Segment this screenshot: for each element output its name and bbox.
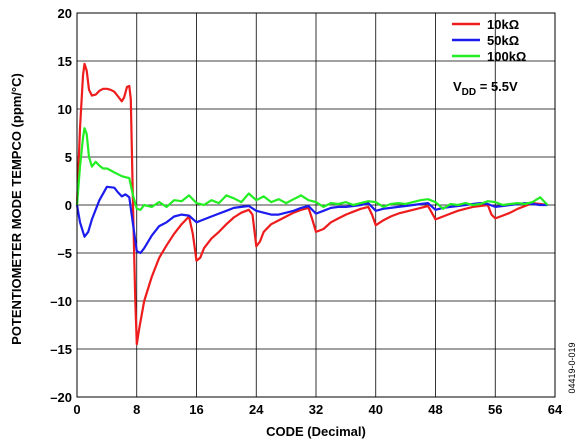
x-tick-label: 32 [309, 402, 323, 417]
x-tick-label: 64 [548, 402, 563, 417]
y-axis-label: POTENTIOMETER MODE TEMPCO (ppm/°C) [9, 73, 24, 345]
series-line-100kΩ [75, 127, 549, 211]
y-tick-label: –20 [50, 390, 72, 405]
x-tick-label: 8 [133, 402, 140, 417]
x-tick-label: 56 [488, 402, 502, 417]
y-tick-label: 5 [65, 150, 72, 165]
x-tick-label: 40 [369, 402, 383, 417]
x-tick-label: 48 [428, 402, 442, 417]
x-tick-label: 16 [189, 402, 203, 417]
vdd-annotation: VDD = 5.5V [453, 79, 518, 98]
y-tick-label: –10 [50, 294, 72, 309]
tick-labels: 0 8 16 24 32 40 48 56 64 20 15 10 5 0 –5 –10 –15 –20 [50, 6, 563, 417]
legend-label: 100kΩ [487, 49, 526, 64]
y-tick-label: –5 [58, 246, 72, 261]
series-line-50kΩ [75, 185, 548, 255]
x-tick-label: 0 [73, 402, 80, 417]
series-line-10kΩ [75, 62, 548, 346]
y-tick-label: 20 [58, 6, 72, 21]
plot-frame [76, 12, 556, 398]
x-axis-label: CODE (Decimal) [266, 424, 366, 439]
series-lines [75, 62, 549, 346]
y-tick-label: 0 [65, 198, 72, 213]
legend-label: 50kΩ [487, 33, 519, 48]
y-tick-label: 15 [58, 54, 72, 69]
legend-label: 10kΩ [487, 17, 519, 32]
x-tick-label: 24 [249, 402, 264, 417]
figure-id: 04419-0-019 [567, 342, 577, 393]
y-tick-label: –15 [50, 342, 72, 357]
y-tick-label: 10 [58, 102, 72, 117]
